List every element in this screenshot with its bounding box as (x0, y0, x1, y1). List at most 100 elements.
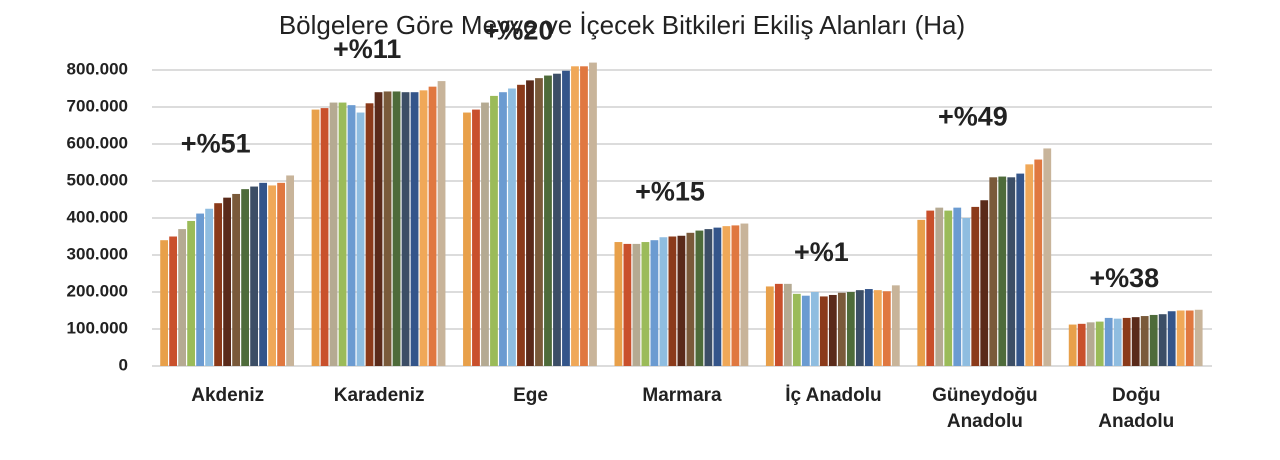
bar (169, 236, 178, 366)
x-tick-label: Güneydoğu Anadolu (932, 385, 1038, 432)
bar (989, 177, 998, 366)
bar (704, 229, 713, 366)
bar (1149, 314, 1158, 366)
bar (623, 243, 632, 366)
bar (490, 95, 498, 367)
bar (535, 78, 543, 366)
y-tick-label: 800.000 (67, 59, 128, 78)
bar (1122, 317, 1131, 366)
bar (1086, 322, 1095, 366)
bar (401, 92, 410, 366)
bar (1043, 148, 1052, 366)
bar (338, 102, 347, 366)
bar (650, 240, 659, 366)
bar (659, 237, 668, 366)
bar (196, 213, 205, 366)
bar (160, 240, 169, 366)
y-tick-label: 300.000 (67, 244, 128, 263)
bar (864, 289, 873, 366)
bar (873, 290, 882, 366)
bar (962, 218, 971, 366)
bar (383, 91, 392, 367)
bar (765, 286, 774, 366)
bar (695, 230, 704, 366)
bar (1113, 318, 1122, 366)
bar (311, 109, 320, 366)
bar (828, 294, 837, 366)
bar (1131, 317, 1140, 366)
bar (223, 197, 232, 366)
x-tick-label: Doğu Anadolu (1098, 385, 1175, 432)
y-tick-label: 100.000 (67, 318, 128, 337)
bar (668, 236, 677, 366)
bar (731, 225, 740, 366)
bar (1025, 164, 1034, 366)
bar (589, 62, 597, 366)
bar (499, 92, 507, 366)
bar (517, 84, 525, 367)
bar (614, 242, 623, 366)
annotation: +%51 (181, 129, 251, 159)
bar (526, 80, 534, 367)
y-tick-label: 200.000 (67, 281, 128, 300)
bar (953, 207, 962, 366)
annotation: +%20 (484, 16, 554, 46)
bar (837, 292, 846, 366)
annotation: +%1 (794, 237, 849, 267)
bar (1167, 311, 1176, 366)
bar (1140, 316, 1149, 366)
bar (553, 73, 561, 366)
annotation: +%49 (938, 102, 1008, 132)
bar (187, 220, 196, 366)
annotation: +%38 (1089, 263, 1159, 293)
bar (1194, 309, 1203, 366)
bar (792, 293, 801, 366)
bar (891, 285, 900, 366)
bar (980, 200, 989, 366)
bar (374, 92, 383, 366)
y-tick-label: 0 (119, 355, 128, 374)
bar (1077, 323, 1086, 366)
bar (971, 206, 980, 366)
bar (1176, 310, 1185, 366)
y-tick-label: 400.000 (67, 207, 128, 226)
y-tick-label: 700.000 (67, 96, 128, 115)
bar (329, 102, 338, 366)
bar (632, 243, 641, 366)
bar (882, 291, 891, 366)
bar (277, 182, 286, 366)
bar (819, 296, 828, 366)
bar (1068, 324, 1077, 366)
bar (250, 186, 259, 366)
bar (365, 103, 374, 367)
bar (428, 86, 437, 367)
bar (1007, 177, 1016, 366)
x-tick-label: İç Anadolu (785, 385, 882, 406)
bar (935, 207, 944, 366)
bar (1158, 314, 1167, 366)
bar (286, 175, 295, 366)
bar (580, 66, 588, 367)
bar (926, 210, 935, 366)
bar (472, 109, 480, 366)
bar (544, 75, 552, 367)
bar (508, 88, 516, 366)
bar (268, 185, 277, 366)
x-tick-label: Ege (513, 385, 548, 406)
bar (846, 292, 855, 366)
bar (259, 182, 268, 366)
bar (356, 112, 365, 366)
bar (410, 92, 419, 366)
bar (801, 295, 810, 366)
bar (740, 223, 749, 366)
bar (481, 102, 489, 366)
bar (320, 108, 329, 367)
y-tick-label: 600.000 (67, 133, 128, 152)
bar (232, 193, 241, 366)
bar (463, 112, 471, 366)
bar (855, 290, 864, 366)
bar (205, 208, 214, 366)
annotation: +%11 (333, 34, 401, 64)
bar (392, 91, 401, 367)
